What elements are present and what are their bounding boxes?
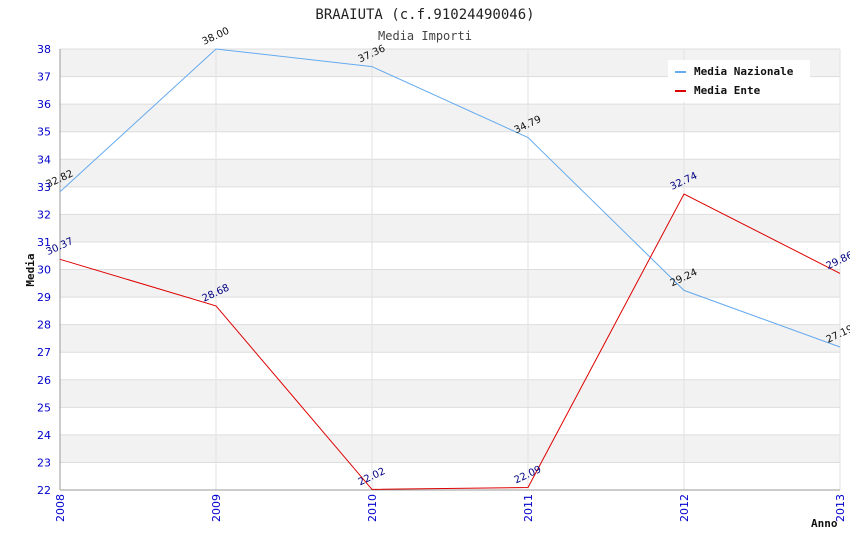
x-axis-ticks: 2008 2009 2010 2011 2012 2013 xyxy=(54,494,847,522)
chart-subtitle: Media Importi xyxy=(378,29,472,43)
y-tick-label: 35 xyxy=(37,126,51,139)
x-tick-label: 2010 xyxy=(366,494,379,522)
grid-band xyxy=(60,241,840,270)
legend-label-media-nazionale: Media Nazionale xyxy=(694,65,794,78)
grid-band xyxy=(60,462,840,490)
y-tick-label: 27 xyxy=(37,346,51,359)
grid-band xyxy=(60,352,840,380)
y-tick-label: 31 xyxy=(37,236,51,249)
y-tick-label: 22 xyxy=(37,484,51,497)
y-tick-label: 32 xyxy=(37,208,51,221)
y-axis-ticks: 22 23 24 25 26 27 28 29 30 31 32 33 34 35 36 37 38 xyxy=(37,43,51,497)
x-axis-label: Anno xyxy=(811,517,838,530)
grid-bands xyxy=(60,49,840,490)
x-tick-label: 2012 xyxy=(678,494,691,522)
grid-band xyxy=(60,269,840,298)
legend-box xyxy=(668,60,810,102)
x-tick-label: 2013 xyxy=(834,494,847,522)
grid-band xyxy=(60,159,840,187)
legend: Media Nazionale Media Ente xyxy=(668,60,810,102)
y-tick-label: 25 xyxy=(37,401,51,414)
y-tick-label: 23 xyxy=(37,456,51,469)
y-tick-label: 29 xyxy=(37,291,51,304)
y-tick-label: 38 xyxy=(37,43,51,56)
grid-band xyxy=(60,186,840,215)
grid-band xyxy=(60,324,840,353)
y-tick-label: 34 xyxy=(37,153,51,166)
axes xyxy=(59,49,840,491)
y-tick-label: 24 xyxy=(37,429,51,442)
grid-band xyxy=(60,407,840,435)
legend-label-media-ente: Media Ente xyxy=(694,84,761,97)
data-label: 38.00 xyxy=(201,26,232,48)
series-line-media-nazionale xyxy=(59,48,841,348)
series-line-media-ente xyxy=(59,193,841,490)
chart-title: BRAAIUTA (c.f.91024490046) xyxy=(315,7,534,23)
grid-band xyxy=(60,214,840,242)
grid-band xyxy=(60,434,840,463)
grid-band xyxy=(60,297,840,325)
y-axis-label: Media xyxy=(24,253,37,286)
grid-lines xyxy=(59,48,841,491)
y-tick-label: 30 xyxy=(37,264,51,277)
series-lines xyxy=(59,48,841,490)
y-tick-label: 36 xyxy=(37,98,51,111)
y-tick-label: 26 xyxy=(37,374,51,387)
x-tick-label: 2011 xyxy=(522,494,535,522)
y-tick-label: 33 xyxy=(37,181,51,194)
x-tick-label: 2009 xyxy=(210,494,223,522)
grid-band xyxy=(60,131,840,160)
y-tick-label: 37 xyxy=(37,71,51,84)
grid-band xyxy=(60,379,840,408)
y-tick-label: 28 xyxy=(37,319,51,332)
grid-band xyxy=(60,104,840,132)
x-tick-label: 2008 xyxy=(54,494,67,522)
